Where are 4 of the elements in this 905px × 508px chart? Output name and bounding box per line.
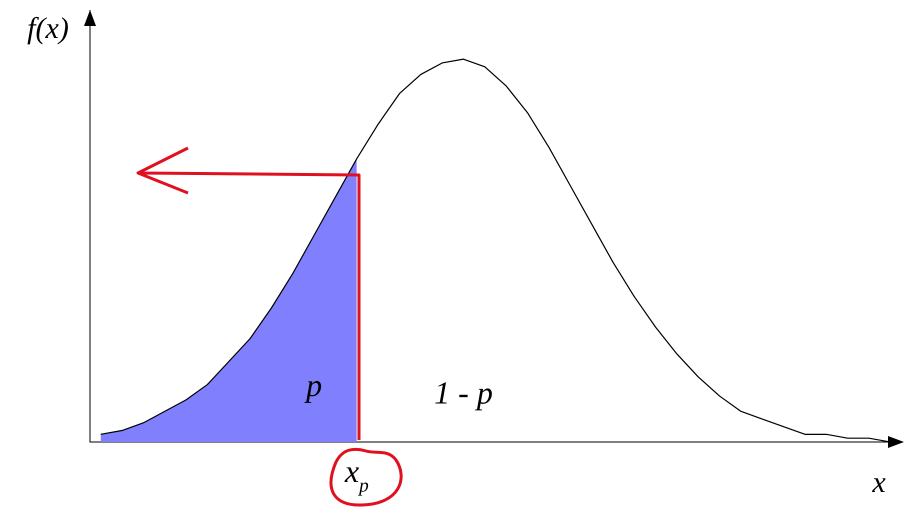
annotation: p [304,367,322,404]
y-axis-title: f(x) [27,12,69,45]
annotation: 1 - p [434,374,493,411]
x-axis-title: x [871,466,886,499]
